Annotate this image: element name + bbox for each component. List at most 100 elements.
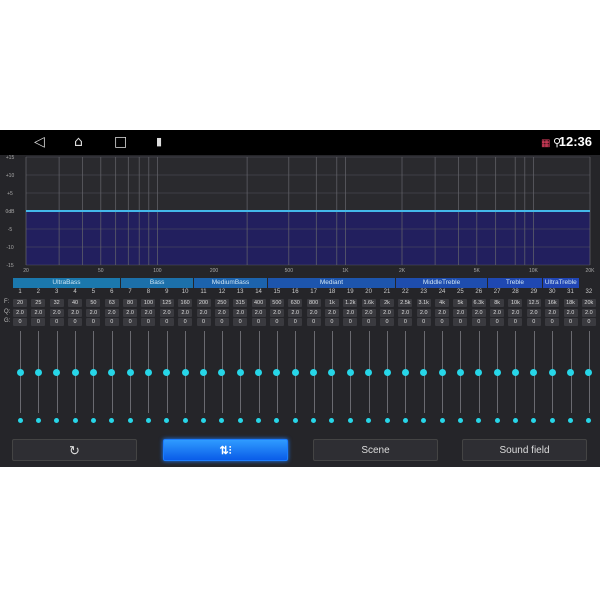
band-slider-knob[interactable] [16, 368, 24, 376]
band-gain-field[interactable]: 0 [490, 318, 505, 326]
band-q-field[interactable]: 2.0 [545, 309, 560, 317]
band-gain-field[interactable]: 0 [86, 318, 101, 326]
band-q-field[interactable]: 2.0 [361, 309, 376, 317]
band-frequency-field[interactable]: 20 [13, 299, 27, 307]
band-frequency-field[interactable]: 4k [435, 299, 450, 307]
band-q-field[interactable]: 2.0 [453, 309, 468, 317]
band-q-field[interactable]: 2.0 [398, 309, 413, 317]
band-q-field[interactable]: 2.0 [508, 309, 523, 317]
band-q-field[interactable]: 2.0 [251, 309, 266, 317]
band-q-field[interactable]: 2.0 [581, 309, 596, 317]
band-gain-field[interactable]: 0 [123, 318, 138, 326]
band-gain-field[interactable]: 0 [141, 318, 156, 326]
band-q-field[interactable]: 2.0 [380, 309, 394, 317]
band-slider-knob[interactable] [383, 368, 391, 376]
band-gain-field[interactable]: 0 [435, 318, 450, 326]
band-q-field[interactable]: 2.0 [214, 309, 229, 317]
band-frequency-field[interactable]: 630 [288, 299, 303, 307]
band-gain-field[interactable]: 0 [269, 318, 284, 326]
band-q-field[interactable]: 2.0 [416, 309, 431, 317]
band-frequency-field[interactable]: 80 [123, 299, 138, 307]
band-gain-field[interactable]: 0 [251, 318, 266, 326]
band-q-field[interactable]: 2.0 [435, 309, 450, 317]
band-slider-knob[interactable] [456, 368, 464, 376]
band-gain-field[interactable]: 0 [398, 318, 413, 326]
band-slider-knob[interactable] [401, 368, 409, 376]
band-slider-knob[interactable] [89, 368, 97, 376]
band-slider-knob[interactable] [420, 368, 428, 376]
band-slider-knob[interactable] [218, 368, 226, 376]
band-slider-knob[interactable] [567, 368, 574, 376]
band-q-field[interactable]: 2.0 [31, 309, 46, 317]
band-q-field[interactable]: 2.0 [306, 309, 321, 317]
band-slider-knob[interactable] [291, 368, 299, 376]
sound-field-button[interactable]: Sound field [462, 439, 587, 461]
band-slider-knob[interactable] [346, 368, 354, 376]
equalizer-button[interactable]: ⇅⫶ [163, 439, 288, 461]
band-q-field[interactable]: 2.0 [141, 309, 156, 317]
band-frequency-field[interactable]: 40 [68, 299, 83, 307]
band-q-field[interactable]: 2.0 [324, 309, 339, 317]
band-frequency-field[interactable]: 1k [324, 299, 339, 307]
band-slider-knob[interactable] [53, 368, 61, 376]
band-slider-knob[interactable] [71, 368, 79, 376]
scene-button[interactable]: Scene [313, 439, 438, 461]
band-gain-field[interactable]: 0 [196, 318, 211, 326]
band-slider-knob[interactable] [475, 368, 483, 376]
band-gain-field[interactable]: 0 [581, 318, 596, 326]
band-gain-field[interactable]: 0 [306, 318, 321, 326]
band-q-field[interactable]: 2.0 [288, 309, 303, 317]
band-gain-field[interactable]: 0 [31, 318, 46, 326]
home-icon[interactable]: ⌂ [74, 134, 83, 150]
band-frequency-field[interactable]: 2k [380, 299, 394, 307]
band-gain-field[interactable]: 0 [545, 318, 560, 326]
band-gain-field[interactable]: 0 [324, 318, 339, 326]
band-slider-knob[interactable] [163, 368, 171, 376]
band-gain-field[interactable]: 0 [233, 318, 248, 326]
band-gain-field[interactable]: 0 [68, 318, 83, 326]
band-frequency-field[interactable]: 400 [251, 299, 266, 307]
band-frequency-field[interactable]: 1.6k [361, 299, 376, 307]
band-frequency-field[interactable]: 20k [581, 299, 596, 307]
band-gain-field[interactable]: 0 [380, 318, 394, 326]
band-gain-field[interactable]: 0 [104, 318, 119, 326]
band-q-field[interactable]: 2.0 [159, 309, 174, 317]
band-slider-knob[interactable] [328, 368, 336, 376]
band-q-field[interactable]: 2.0 [233, 309, 248, 317]
band-gain-field[interactable]: 0 [526, 318, 541, 326]
band-gain-field[interactable]: 0 [453, 318, 468, 326]
band-frequency-field[interactable]: 6.3k [471, 299, 486, 307]
band-gain-field[interactable]: 0 [178, 318, 193, 326]
back-icon[interactable]: ◁ [34, 134, 45, 150]
band-q-field[interactable]: 2.0 [68, 309, 83, 317]
band-q-field[interactable]: 2.0 [49, 309, 64, 317]
band-frequency-field[interactable]: 3.1k [416, 299, 431, 307]
band-gain-field[interactable]: 0 [288, 318, 303, 326]
band-slider-knob[interactable] [493, 368, 501, 376]
band-frequency-field[interactable]: 63 [104, 299, 119, 307]
band-q-field[interactable]: 2.0 [178, 309, 193, 317]
band-frequency-field[interactable]: 315 [233, 299, 248, 307]
band-frequency-field[interactable]: 50 [86, 299, 101, 307]
band-slider-knob[interactable] [126, 368, 134, 376]
band-slider-knob[interactable] [310, 368, 318, 376]
band-gain-field[interactable]: 0 [159, 318, 174, 326]
band-slider-knob[interactable] [273, 368, 281, 376]
band-frequency-field[interactable]: 500 [269, 299, 284, 307]
band-q-field[interactable]: 2.0 [526, 309, 541, 317]
band-q-field[interactable]: 2.0 [86, 309, 101, 317]
band-q-field[interactable]: 2.0 [563, 309, 578, 317]
band-frequency-field[interactable]: 10k [508, 299, 523, 307]
band-frequency-field[interactable]: 8k [490, 299, 505, 307]
band-slider-knob[interactable] [548, 368, 556, 376]
band-q-field[interactable]: 2.0 [13, 309, 27, 317]
band-slider-knob[interactable] [511, 368, 519, 376]
band-q-field[interactable]: 2.0 [343, 309, 358, 317]
reset-button[interactable]: ↻ [12, 439, 137, 461]
band-frequency-field[interactable]: 32 [49, 299, 64, 307]
band-frequency-field[interactable]: 250 [214, 299, 229, 307]
band-gain-field[interactable]: 0 [49, 318, 64, 326]
band-slider-knob[interactable] [34, 368, 42, 376]
band-slider-knob[interactable] [200, 368, 207, 376]
band-gain-field[interactable]: 0 [214, 318, 229, 326]
